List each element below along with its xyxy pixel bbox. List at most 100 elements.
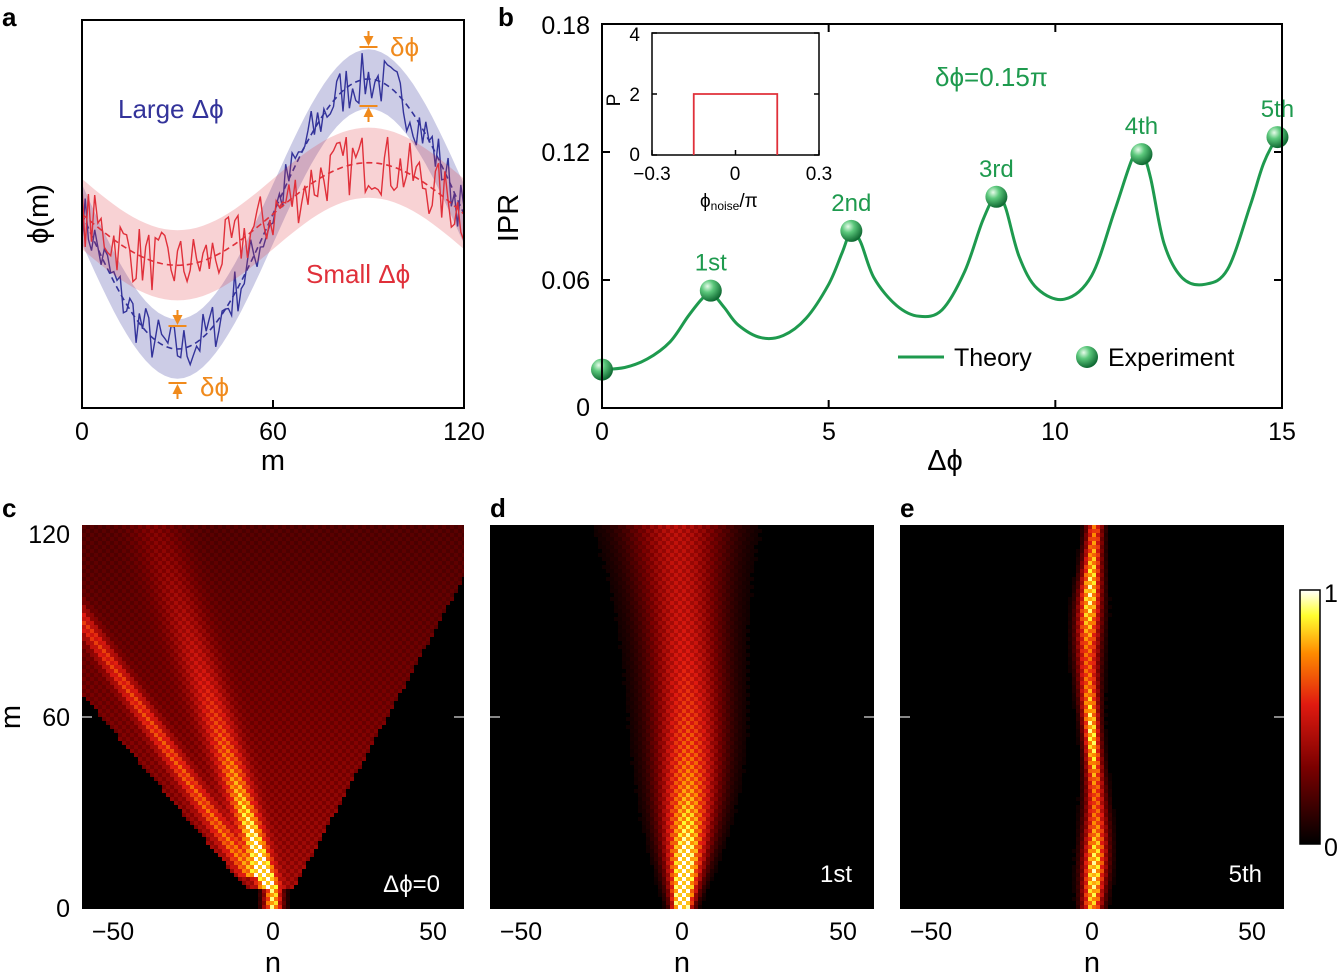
heatmap-c-cell <box>178 673 182 677</box>
heatmap-c-cell <box>278 565 282 569</box>
heatmap-c-cell <box>122 605 126 609</box>
heatmap-c-cell <box>242 545 246 549</box>
heatmap-c-cell <box>402 609 406 613</box>
heatmap-c-cell <box>298 717 302 721</box>
heatmap-c-cell <box>250 669 254 673</box>
heatmap-c-cell <box>82 641 86 645</box>
heatmap-c-cell <box>170 553 174 557</box>
heatmap-c-cell <box>142 701 146 705</box>
heatmap-c-cell <box>298 589 302 593</box>
heatmap-c-cell <box>122 725 126 729</box>
heatmap-c-cell <box>162 665 166 669</box>
heatmap-c-cell <box>198 745 202 749</box>
heatmap-c-cell <box>254 737 258 741</box>
heatmap-c-cell <box>238 557 242 561</box>
heatmap-c-cell <box>378 597 382 601</box>
heatmap-c-cell <box>158 721 162 725</box>
heatmap-c-cell <box>354 541 358 545</box>
heatmap-c-cell <box>210 601 214 605</box>
heatmap-c-cell <box>290 693 294 697</box>
heatmap-c-cell <box>414 601 418 605</box>
heatmap-c-cell <box>258 601 262 605</box>
heatmap-c-cell <box>334 681 338 685</box>
heatmap-c-cell <box>130 665 134 669</box>
heatmap-c-cell <box>206 561 210 565</box>
heatmap-c-cell <box>266 545 270 549</box>
heatmap-c-cell <box>142 645 146 649</box>
heatmap-c-cell <box>130 737 134 741</box>
heatmap-c-cell <box>302 621 306 625</box>
heatmap-c-cell <box>102 693 106 697</box>
heatmap-c-cell <box>358 533 362 537</box>
heatmap-c-cell <box>382 633 386 637</box>
heatmap-c-cell <box>250 633 254 637</box>
heatmap-c-cell <box>158 605 162 609</box>
heatmap-c-cell <box>338 633 342 637</box>
heatmap-c-cell <box>158 733 162 737</box>
heatmap-c-cell <box>366 657 370 661</box>
heatmap-c-cell <box>226 661 230 665</box>
heatmap-c-cell <box>178 621 182 625</box>
heatmap-c-cell <box>274 665 278 669</box>
heatmap-c-cell <box>314 665 318 669</box>
heatmap-c-cell <box>214 541 218 545</box>
heatmap-c-cell <box>350 609 354 613</box>
heatmap-c-cell <box>294 545 298 549</box>
heatmap-c-cell <box>318 681 322 685</box>
heatmap-c-cell <box>338 705 342 709</box>
heatmap-c-cell <box>382 573 386 577</box>
heatmap-c-cell <box>126 701 130 705</box>
heatmap-c-cell <box>434 565 438 569</box>
heatmap-c-cell <box>226 685 230 689</box>
heatmap-c-cell <box>306 649 310 653</box>
heatmap-c-cell <box>414 565 418 569</box>
heatmap-c-cell <box>110 561 114 565</box>
heatmap-c-cell <box>282 613 286 617</box>
panel-b-inset: 0 2 4 −0.3 0 0.3 P ϕnoise/π <box>604 25 832 213</box>
heatmap-c-cell <box>330 605 334 609</box>
heatmap-c-cell <box>342 625 346 629</box>
heatmap-c-cell <box>242 733 246 737</box>
heatmap-c-cell <box>274 597 278 601</box>
heatmap-c-cell <box>342 597 346 601</box>
heatmap-c-cell <box>86 613 90 617</box>
heatmap-c-cell <box>234 565 238 569</box>
heatmap-c-cell <box>282 533 286 537</box>
heatmap-c-cell <box>258 653 262 657</box>
heatmap-c-cell <box>182 609 186 613</box>
heatmap-c-cell <box>310 725 314 729</box>
heatmap-c-cell <box>386 637 390 641</box>
heatmap-c-cell <box>298 533 302 537</box>
heatmap-c-cell <box>382 705 386 709</box>
heatmap-c-cell <box>322 693 326 697</box>
heatmap-c-cell <box>266 565 270 569</box>
heatmap-c-cell <box>274 701 278 705</box>
heatmap-c-cell <box>122 573 126 577</box>
heatmap-c-cell <box>438 557 442 561</box>
heatmap-c-cell <box>162 561 166 565</box>
heatmap-c-cell <box>118 545 122 549</box>
heatmap-c-cell <box>214 605 218 609</box>
heatmap-c-cell <box>398 549 402 553</box>
heatmap-c-cell <box>318 721 322 725</box>
heatmap-c-cell <box>246 633 250 637</box>
heatmap-c-cell <box>102 673 106 677</box>
heatmap-c-cell <box>270 637 274 641</box>
heatmap-c-cell <box>454 529 458 533</box>
heatmap-c-cell <box>110 697 114 701</box>
heatmap-c-cell <box>366 593 370 597</box>
panel-b-ylabel: IPR <box>493 194 525 242</box>
heatmap-c-cell <box>222 709 226 713</box>
heatmap-c-cell <box>94 689 98 693</box>
heatmap-c-cell <box>398 625 402 629</box>
heatmap-c-cell <box>338 641 342 645</box>
heatmap-c-cell <box>250 737 254 741</box>
heatmap-c-cell <box>350 749 354 753</box>
heatmap-c-cell <box>162 737 166 741</box>
heatmap-c-cell <box>338 601 342 605</box>
heatmap-c-cell <box>282 593 286 597</box>
heatmap-c-cell <box>194 553 198 557</box>
heatmap-c-cell <box>158 649 162 653</box>
heatmap-c-cell <box>418 629 422 633</box>
heatmap-c-cell <box>310 753 314 757</box>
